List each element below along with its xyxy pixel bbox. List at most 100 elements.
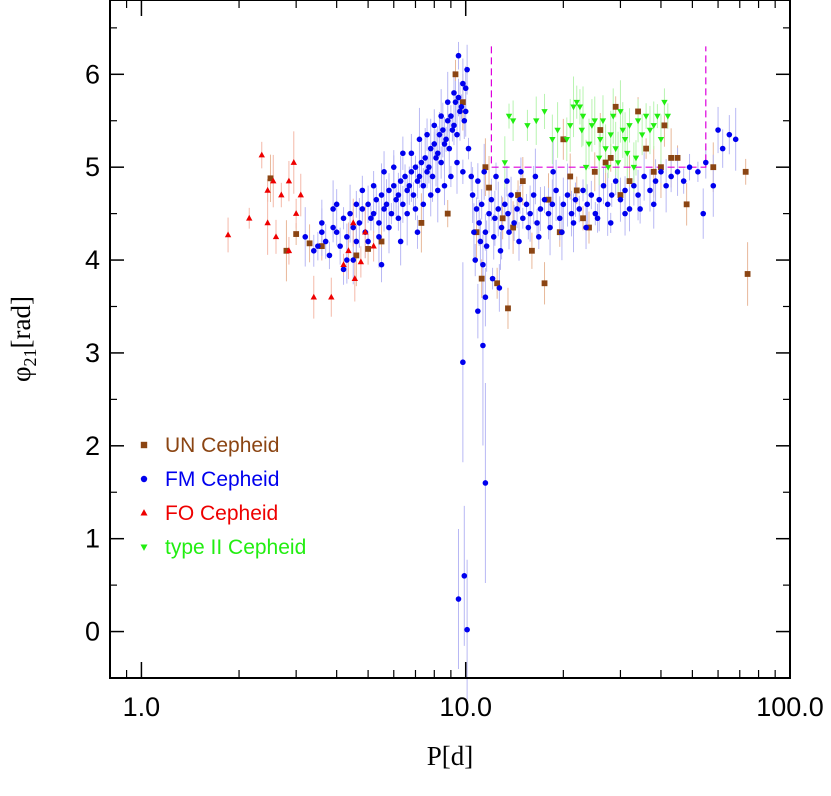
fm-cepheid-point (455, 52, 462, 59)
fm-cepheid-point (461, 117, 468, 124)
fm-cepheid-point (448, 173, 454, 180)
fm-cepheid-point (431, 122, 438, 129)
fm-cepheid-point (376, 234, 382, 240)
fm-cepheid-point (414, 229, 421, 235)
fm-cepheid-point (395, 192, 402, 198)
fm-cepheid-point (397, 238, 404, 245)
fo-cepheid-point (351, 275, 359, 281)
fm-cepheid-point (422, 155, 428, 161)
fm-cepheid-point (480, 342, 486, 349)
y-axis-title-subscript: 21 (20, 348, 40, 366)
un-cepheid-point (515, 192, 521, 198)
fm-cepheid-point (504, 178, 510, 184)
un-cepheid-point (318, 243, 325, 250)
fm-cepheid-point (464, 66, 470, 73)
fm-cepheid-point (454, 131, 460, 138)
fm-cepheid-point (424, 131, 430, 138)
fm-cepheid-point (383, 201, 390, 208)
fm-cepheid-point (478, 201, 485, 208)
fo-cepheid-point (270, 177, 277, 184)
fm-cepheid-point (506, 229, 512, 235)
un-cepheid-point (529, 247, 535, 254)
fm-cepheid-point (451, 90, 457, 96)
un-cepheid-point (541, 280, 548, 287)
fm-cepheid-point (451, 122, 457, 129)
fm-cepheid-point (710, 182, 717, 189)
fm-cepheid-point (469, 192, 476, 198)
fm-cepheid-point (381, 169, 387, 175)
fm-cepheid-point (370, 182, 377, 189)
legend: UN Cepheid FM Cepheid FO Cepheid type II Ce… (140, 434, 306, 559)
fm-cepheid-point (426, 164, 432, 170)
un-cepheid-point (573, 187, 580, 194)
type-ii-cepheid-point (602, 146, 609, 153)
fm-cepheid-point (315, 243, 321, 249)
un-cepheid-point (668, 154, 675, 161)
fm-cepheid-point (359, 187, 366, 194)
fm-cepheid-point (576, 206, 583, 212)
fm-cepheid-point (322, 238, 329, 245)
fm-cepheid-point (350, 257, 357, 263)
fm-cepheid-point (650, 201, 657, 208)
fm-cepheid-point (333, 229, 340, 235)
fm-cepheid-point (378, 192, 385, 198)
fm-cepheid-point (365, 201, 371, 208)
fm-cepheid-point (607, 220, 614, 226)
type-ii-cepheid-point (567, 123, 574, 129)
fm-cepheid-point (434, 187, 441, 194)
fm-cepheid-point (604, 201, 611, 208)
fm-cepheid-point (386, 187, 392, 194)
fo-cepheid-point (370, 242, 377, 249)
fm-cepheid-point (319, 220, 325, 226)
fm-cepheid-point (464, 626, 470, 633)
x-axis-title: P[d] (427, 741, 474, 771)
fm-cepheid-point (378, 261, 385, 268)
fm-cepheid-point (482, 229, 489, 235)
un-cepheid-point (617, 192, 624, 198)
fm-cepheid-point (480, 261, 486, 268)
fm-cepheid-point (330, 206, 336, 212)
fm-cepheid-point (454, 159, 460, 166)
fm-cepheid-point (302, 234, 309, 240)
fm-cepheid-point (337, 243, 343, 249)
fm-cepheid-point (511, 220, 517, 226)
fm-cepheid-point (626, 206, 633, 212)
fm-cepheid-point (412, 164, 419, 170)
axis-ticks-layer (109, 0, 791, 679)
error-bars-layer (227, 41, 749, 700)
fm-cepheid-point (410, 192, 417, 198)
fo-cepheid-point (264, 186, 271, 193)
fm-cepheid-point (319, 229, 325, 235)
fm-cepheid-point (460, 169, 466, 175)
un-cepheid-point (650, 168, 657, 175)
fm-cepheid-point (333, 201, 340, 208)
fm-cepheid-point (523, 201, 530, 208)
fm-cepheid-point (461, 573, 468, 579)
fm-cepheid-point (534, 220, 540, 226)
type-ii-cepheid-point (509, 118, 517, 125)
un-cepheid-point (612, 103, 619, 110)
fm-cepheid-point (516, 238, 522, 245)
un-cepheid-point (586, 224, 592, 231)
fm-cepheid-point (608, 192, 615, 198)
fm-cepheid-point (444, 99, 451, 105)
un-cepheid-point (597, 127, 604, 133)
fm-cepheid-point (545, 210, 552, 217)
fm-cepheid-point (635, 192, 641, 198)
fm-cepheid-point (438, 159, 444, 166)
fm-cepheid-point (583, 224, 589, 231)
fm-cepheid-point (486, 210, 492, 217)
fm-cepheid-point (505, 210, 511, 217)
fm-cepheid-point (482, 294, 489, 301)
un-cepheid-point (478, 275, 485, 282)
type-ii-cepheid-point (582, 164, 590, 171)
un-cepheid-point (505, 305, 511, 312)
fm-cepheid-point (568, 210, 575, 217)
un-cepheid-point (510, 224, 517, 231)
fm-cepheid-point (658, 169, 664, 175)
fm-cepheid-point (476, 220, 482, 226)
fm-cepheid-point (493, 173, 499, 180)
fm-cepheid-point (652, 178, 659, 184)
type-ii-cepheid-point (570, 104, 577, 111)
data-points-layer (224, 52, 751, 633)
